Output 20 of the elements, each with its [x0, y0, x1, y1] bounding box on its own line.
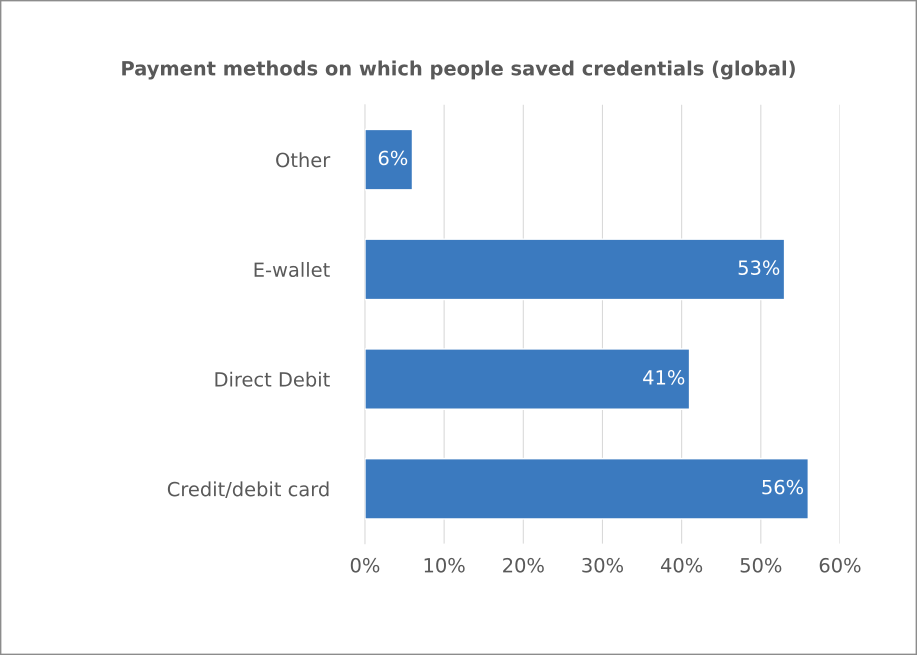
x-tick-label: 40% — [660, 558, 702, 573]
x-tick-label: 10% — [424, 558, 465, 573]
x-tick-label: 0% — [350, 558, 380, 573]
bar — [364, 128, 414, 191]
x-tick-label: 30% — [582, 558, 624, 573]
y-tick-label: Direct Debit — [215, 372, 330, 387]
bar — [364, 238, 786, 300]
data-label: 6% — [378, 150, 408, 166]
data-label: 41% — [643, 370, 684, 385]
bar — [364, 458, 809, 520]
y-tick-label: E-wallet — [254, 262, 330, 278]
x-tick-label: 60% — [820, 558, 861, 573]
bar — [364, 348, 690, 410]
data-label: 53% — [738, 260, 780, 276]
x-tick-label: 50% — [740, 558, 782, 573]
y-tick-label: Other — [276, 152, 330, 168]
x-tick-label: 20% — [503, 558, 544, 573]
y-tick-label: Credit/debit card — [168, 481, 328, 498]
chart-title: Payment methods on which people saved credentials (global) — [122, 60, 795, 80]
data-label: 56% — [762, 480, 804, 494]
